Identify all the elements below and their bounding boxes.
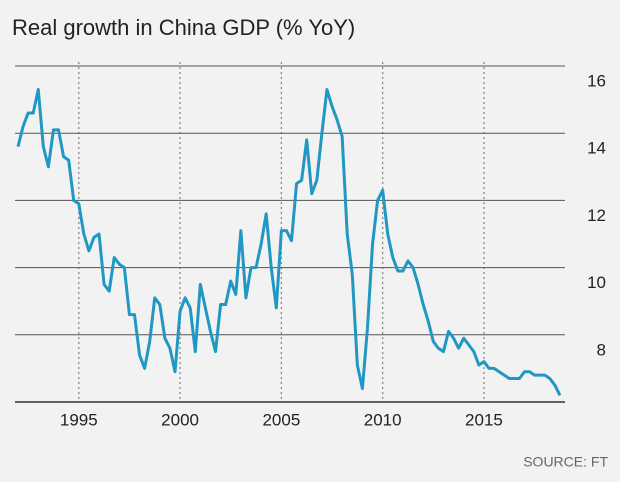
y-tick-label: 10 [587,273,606,292]
x-tick-label: 2010 [364,410,402,429]
x-tick-label: 2000 [161,410,199,429]
y-tick-label: 16 [587,71,606,90]
x-tick-label: 1995 [60,410,98,429]
chart-title: Real growth in China GDP (% YoY) [12,15,355,40]
x-tick-label: 2015 [465,410,503,429]
y-tick-label: 8 [597,340,606,359]
y-tick-label: 12 [587,206,606,225]
y-tick-label: 14 [587,139,606,158]
data-line [16,88,562,396]
x-tick-label: 2005 [262,410,300,429]
source: SOURCE: FT [523,454,608,470]
